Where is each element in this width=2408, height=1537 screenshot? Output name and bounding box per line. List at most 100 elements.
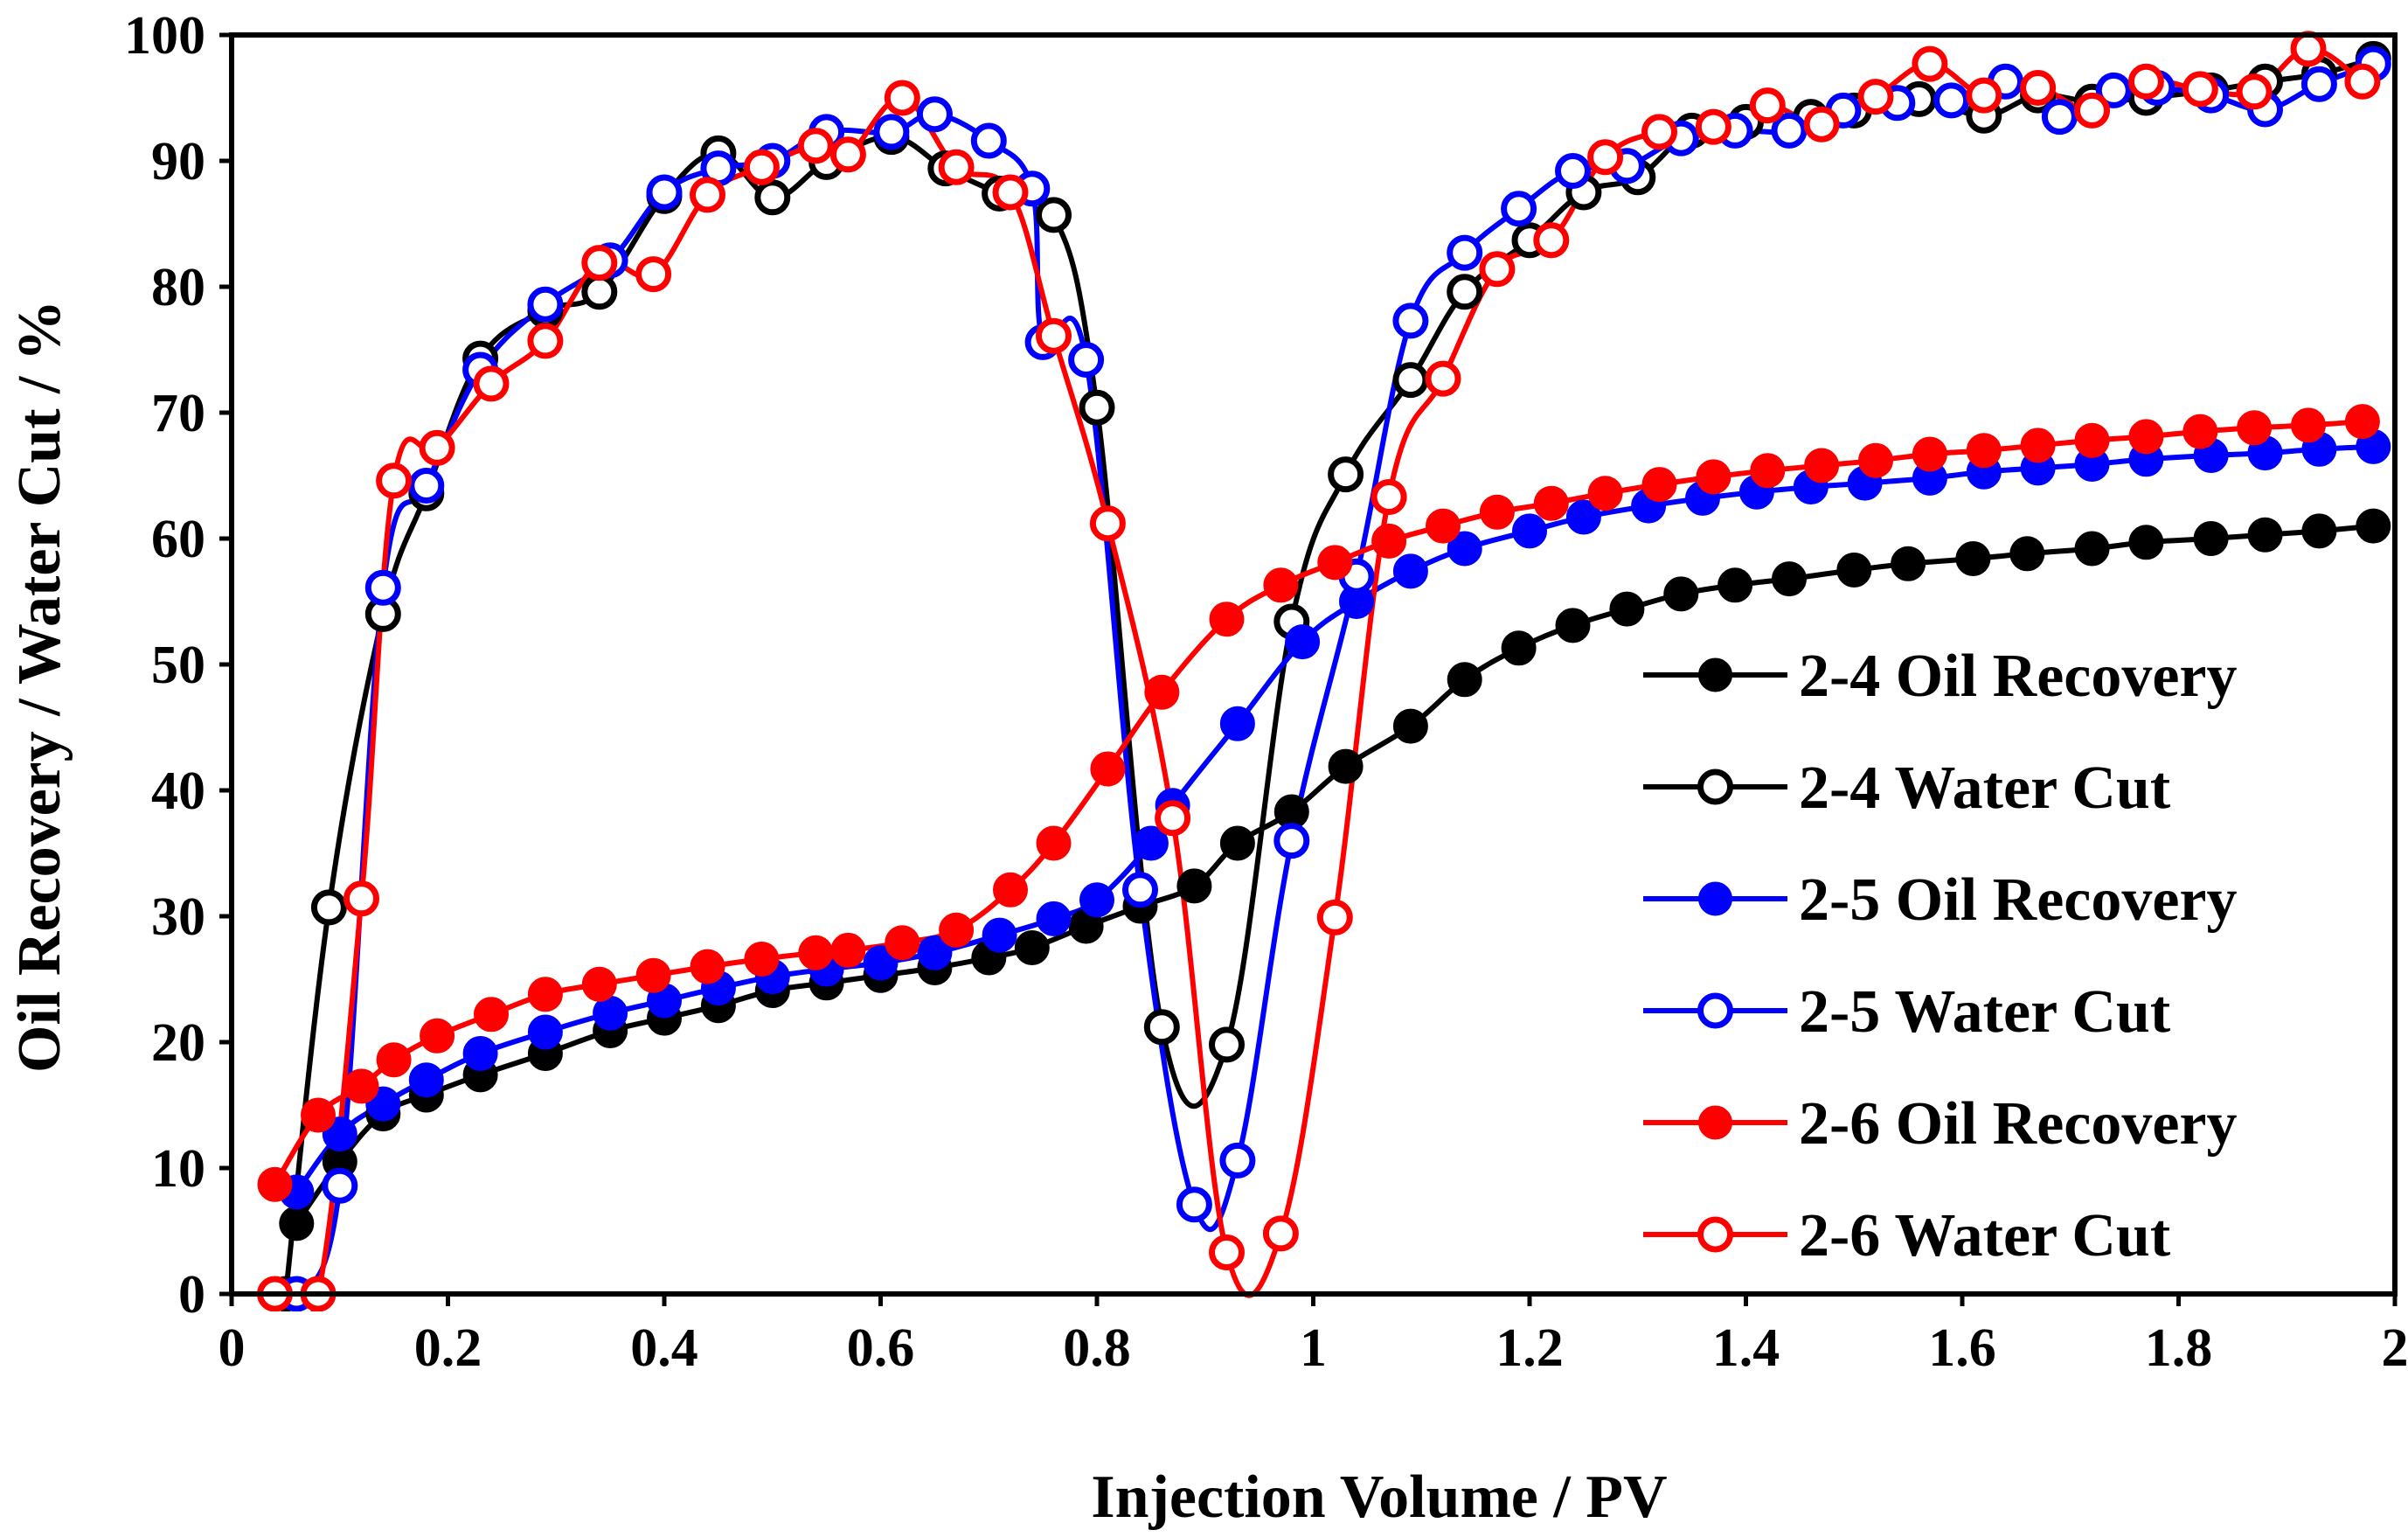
data-point-2-6-water-cut	[797, 128, 834, 164]
data-point-2-6-water-cut	[884, 80, 920, 116]
data-point-2-4-oil-recovery	[1955, 541, 1991, 576]
data-point-2-4-oil-recovery	[1219, 825, 1255, 861]
data-point-2-4-water-cut	[1392, 362, 1429, 399]
data-point-2-6-oil-recovery	[420, 1018, 455, 1054]
data-point-2-5-water-cut	[916, 96, 953, 133]
data-point-2-6-water-cut	[2290, 31, 2327, 67]
data-point-2-6-oil-recovery	[690, 949, 725, 984]
data-point-2-4-oil-recovery	[1555, 608, 1591, 643]
data-point-2-6-oil-recovery	[830, 932, 866, 968]
data-point-2-6-oil-recovery	[344, 1068, 379, 1104]
legend-label: 2-5 Oil Recovery	[1799, 866, 2237, 934]
data-point-2-5-oil-recovery	[462, 1036, 498, 1071]
data-point-2-5-water-cut	[527, 286, 564, 323]
legend-item-2-5-oil-recovery: 2-5 Oil Recovery	[1634, 857, 2360, 941]
data-point-2-5-oil-recovery	[1219, 706, 1255, 741]
data-point-2-6-oil-recovery	[1263, 567, 1299, 603]
data-point-2-6-water-cut	[690, 177, 725, 213]
data-point-2-4-oil-recovery	[2193, 521, 2229, 556]
data-point-2-6-water-cut	[1371, 479, 1407, 515]
x-tick-label: 0.6	[847, 1318, 915, 1378]
data-point-2-6-water-cut	[1316, 899, 1353, 935]
data-point-2-5-oil-recovery	[1133, 825, 1169, 861]
y-axis-title: Oil Recovery / Water Cut / %	[6, 300, 73, 1073]
legend-marker	[1697, 1216, 1733, 1253]
y-tick-label: 40	[151, 762, 205, 821]
data-point-2-4-oil-recovery	[2247, 517, 2283, 553]
data-point-2-4-oil-recovery	[2128, 525, 2164, 560]
data-point-2-4-water-cut	[1143, 1009, 1180, 1046]
data-point-2-5-water-cut	[2095, 72, 2132, 108]
data-point-2-4-water-cut	[1079, 389, 1115, 426]
data-point-2-6-water-cut	[1966, 77, 2002, 114]
data-point-2-5-oil-recovery	[408, 1062, 444, 1098]
data-point-2-4-oil-recovery	[1718, 567, 1753, 603]
data-point-2-4-oil-recovery	[1609, 591, 1645, 627]
x-tick-label: 0.8	[1063, 1318, 1131, 1378]
data-point-2-6-oil-recovery	[2074, 422, 2110, 458]
data-point-2-5-oil-recovery	[527, 1014, 563, 1050]
data-point-2-5-water-cut	[322, 1167, 358, 1204]
data-point-2-5-water-cut	[1501, 191, 1537, 227]
data-point-2-4-water-cut	[1209, 1026, 1245, 1063]
legend-marker	[1698, 657, 1732, 692]
data-point-2-4-water-cut	[581, 274, 618, 310]
data-point-2-6-oil-recovery	[1641, 467, 1677, 503]
data-point-2-4-water-cut	[1036, 197, 1072, 233]
data-point-2-4-oil-recovery	[1014, 930, 1050, 965]
data-point-2-4-oil-recovery	[1836, 553, 1872, 588]
legend-item-2-4-water-cut: 2-4 Water Cut	[1634, 745, 2360, 829]
data-point-2-6-oil-recovery	[2020, 428, 2056, 463]
y-tick-label: 20	[151, 1013, 205, 1073]
data-point-2-5-water-cut	[2041, 99, 2078, 136]
data-point-2-4-oil-recovery	[1328, 748, 1364, 784]
data-point-2-6-oil-recovery	[1209, 602, 1245, 637]
data-point-2-6-water-cut	[581, 245, 618, 282]
x-tick-label: 1.6	[1928, 1318, 1996, 1378]
data-point-2-6-water-cut	[1479, 251, 1516, 288]
legend-item-2-5-water-cut: 2-5 Water Cut	[1634, 969, 2360, 1053]
data-point-2-6-oil-recovery	[1750, 453, 1786, 489]
axes-layer: 0 0.2 0.4 0.6 0.8 1 1.2 1.4 1.6 1.8 20102030405060…	[124, 6, 2408, 1378]
legend-marker	[1697, 992, 1733, 1029]
data-point-2-6-water-cut	[992, 174, 1029, 211]
data-point-2-5-oil-recovery	[1392, 553, 1428, 589]
y-tick-label: 80	[151, 258, 205, 317]
data-point-2-4-water-cut	[1328, 456, 1364, 493]
data-point-2-5-water-cut	[1068, 342, 1105, 378]
y-tick-label: 50	[151, 636, 205, 695]
data-point-2-5-oil-recovery	[1512, 513, 1547, 549]
data-point-2-6-oil-recovery	[1426, 508, 1461, 544]
data-point-2-6-water-cut	[1912, 45, 1948, 82]
data-point-2-6-oil-recovery	[1966, 433, 2002, 469]
data-point-2-4-oil-recovery	[1663, 576, 1699, 612]
x-axis-title: Injection Volume / PV	[1091, 1464, 1667, 1531]
data-point-2-4-oil-recovery	[1392, 708, 1428, 744]
data-point-2-6-water-cut	[2020, 70, 2057, 106]
data-point-2-5-oil-recovery	[1565, 499, 1601, 535]
data-point-2-6-oil-recovery	[1587, 476, 1623, 511]
data-point-2-6-water-cut	[1089, 505, 1126, 542]
data-point-2-6-oil-recovery	[1371, 523, 1407, 559]
data-point-2-5-water-cut	[1219, 1142, 1256, 1179]
x-tick-label: 2	[2382, 1318, 2408, 1378]
data-point-2-4-oil-recovery	[1447, 662, 1482, 698]
data-point-2-4-water-cut	[754, 179, 791, 216]
data-point-2-6-water-cut	[1695, 108, 1731, 145]
data-point-2-6-water-cut	[1262, 1215, 1299, 1252]
y-tick-label: 100	[124, 6, 205, 66]
data-point-2-6-water-cut	[829, 136, 866, 173]
data-point-2-6-oil-recovery	[635, 957, 671, 993]
data-point-2-6-water-cut	[1857, 79, 1894, 115]
data-point-2-6-oil-recovery	[257, 1166, 293, 1202]
data-point-2-5-water-cut	[1933, 82, 1970, 119]
data-point-2-6-oil-recovery	[1144, 674, 1180, 710]
data-point-2-5-water-cut	[1771, 112, 1808, 149]
data-point-2-5-oil-recovery	[1036, 901, 1072, 936]
legend-item-2-6-water-cut: 2-6 Water Cut	[1634, 1193, 2360, 1276]
data-point-2-6-oil-recovery	[581, 966, 617, 1002]
data-point-2-6-oil-recovery	[1036, 825, 1072, 861]
data-point-2-6-oil-recovery	[993, 872, 1028, 908]
data-point-2-6-oil-recovery	[1858, 442, 1893, 478]
data-point-2-6-water-cut	[344, 880, 379, 917]
